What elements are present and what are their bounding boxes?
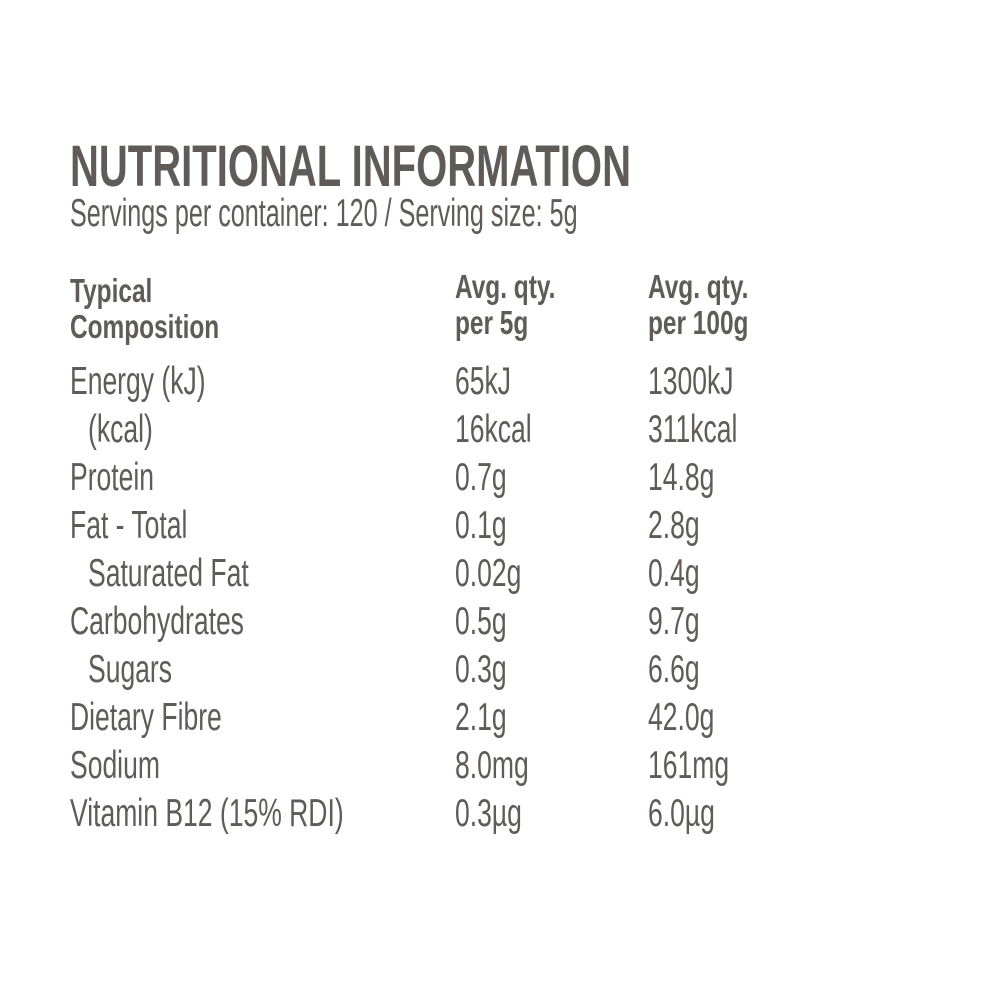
nutrient-name: Carbohydrates <box>70 600 244 643</box>
per-100g-value: 14.8g <box>648 456 715 499</box>
per-serving-value: 8.0mg <box>455 744 529 787</box>
serving-info: Servings per container: 120 / Serving si… <box>70 192 578 235</box>
per-serving-value: 0.7g <box>455 456 507 499</box>
header-per-serving-line2: per 5g <box>455 304 529 341</box>
nutrient-name: Sugars <box>88 648 173 691</box>
nutrient-name: Energy (kJ) <box>70 360 206 403</box>
nutrient-name: Dietary Fibre <box>70 696 222 739</box>
nutrient-name: Protein <box>70 456 155 499</box>
per-100g-value: 6.6g <box>648 648 700 691</box>
per-100g-value: 2.8g <box>648 504 700 547</box>
header-composition-line1: Typical <box>70 272 153 309</box>
page-title: NUTRITIONAL INFORMATION <box>70 134 631 199</box>
per-serving-value: 65kJ <box>455 360 512 403</box>
per-100g-value: 9.7g <box>648 600 700 643</box>
nutrient-name: Saturated Fat <box>88 552 249 595</box>
nutrient-name: (kcal) <box>88 408 153 451</box>
per-serving-value: 0.02g <box>455 552 522 595</box>
per-100g-value: 42.0g <box>648 696 715 739</box>
per-serving-value: 16kcal <box>455 408 532 451</box>
per-100g-value: 311kcal <box>648 408 738 451</box>
per-serving-value: 0.5g <box>455 600 507 643</box>
nutrient-name: Vitamin B12 (15% RDI) <box>70 792 344 835</box>
header-per-100g-line2: per 100g <box>648 304 749 341</box>
per-serving-value: 0.1g <box>455 504 507 547</box>
header-per-serving-line1: Avg. qty. <box>455 268 556 305</box>
nutrient-name: Sodium <box>70 744 160 787</box>
header-per-100g-line1: Avg. qty. <box>648 268 749 305</box>
per-serving-value: 0.3µg <box>455 792 522 835</box>
nutrient-name: Fat - Total <box>70 504 188 547</box>
per-100g-value: 6.0µg <box>648 792 715 835</box>
per-100g-value: 1300kJ <box>648 360 734 403</box>
per-serving-value: 0.3g <box>455 648 507 691</box>
per-100g-value: 161mg <box>648 744 730 787</box>
per-100g-value: 0.4g <box>648 552 700 595</box>
header-composition-line2: Composition <box>70 308 220 345</box>
per-serving-value: 2.1g <box>455 696 507 739</box>
